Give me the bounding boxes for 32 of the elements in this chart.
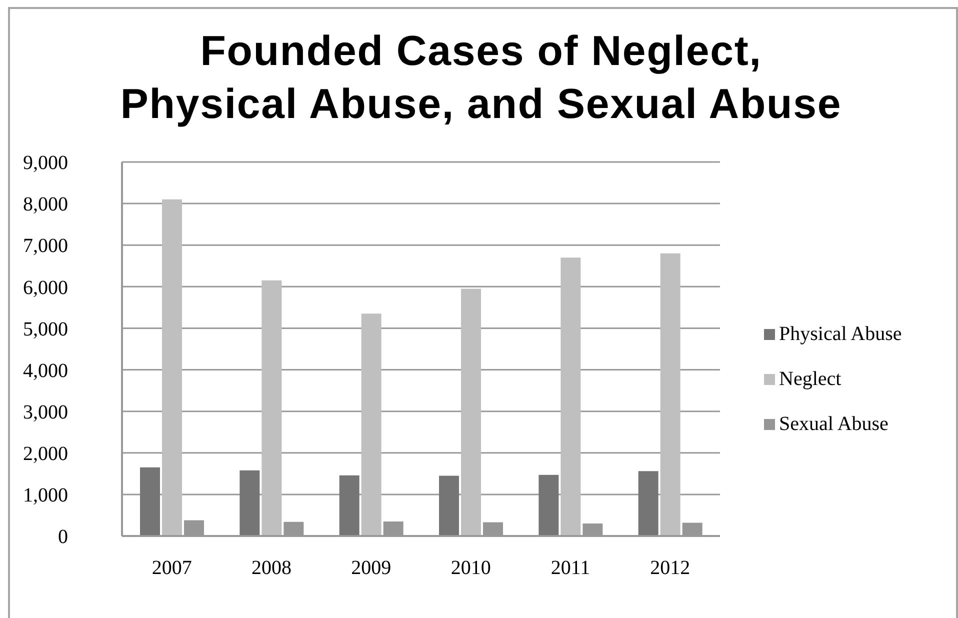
x-tick-label: 2011: [550, 557, 590, 580]
y-tick-label: 6,000: [23, 276, 68, 299]
y-tick-label: 9,000: [23, 152, 68, 174]
chart-title: Founded Cases of Neglect, Physical Abuse, and Sexual Abuse: [119, 26, 843, 129]
y-tick-label: 5,000: [23, 318, 68, 340]
y-tick-label: 3,000: [23, 401, 68, 424]
y-tick-label: 7,000: [23, 235, 68, 258]
y-tick-label: 8,000: [23, 194, 68, 216]
x-tick-label: 2008: [252, 557, 292, 580]
bar: [361, 314, 382, 536]
y-tick-label: 2,000: [23, 442, 68, 465]
x-tick-label: 2007: [152, 557, 192, 580]
x-tick-label: 2009: [351, 557, 392, 580]
legend-label: Physical Abuse: [779, 322, 902, 344]
bar: [240, 470, 260, 536]
bar: [660, 253, 680, 536]
x-tick-label: 2012: [650, 557, 690, 580]
bar: [638, 471, 658, 536]
bar: [439, 476, 459, 536]
bar: [162, 199, 182, 536]
bar: [538, 474, 559, 536]
legend-label: Neglect: [779, 368, 842, 390]
bar: [140, 467, 160, 536]
bar: [560, 258, 581, 536]
legend-label: Sexual Abuse: [779, 412, 888, 434]
bar: [262, 280, 282, 536]
bar: [339, 475, 360, 536]
y-tick-label: 4,000: [23, 360, 68, 382]
x-tick-label: 2010: [450, 557, 491, 580]
y-tick-label: 1,000: [23, 484, 68, 507]
bar: [461, 288, 481, 536]
y-tick-label: 0: [58, 526, 68, 548]
